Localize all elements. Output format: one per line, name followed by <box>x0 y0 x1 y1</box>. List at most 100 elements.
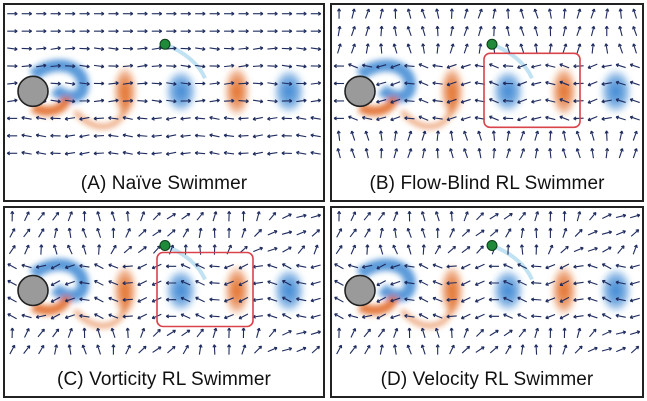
flow-arrow-head <box>128 245 133 250</box>
flow-arrow <box>337 148 341 159</box>
flow-arrow-head <box>231 81 235 86</box>
flow-arrow-head <box>115 98 119 103</box>
flow-arrow <box>151 117 162 120</box>
flow-arrow-head <box>337 25 342 30</box>
flow-arrow-head <box>531 314 535 319</box>
swimmer-dot <box>486 38 498 50</box>
flow-arrow <box>195 47 206 50</box>
flow-arrow <box>418 63 429 69</box>
flow-arrow-head <box>296 150 300 155</box>
flow-arrow-head <box>449 327 454 331</box>
flow-arrow <box>559 98 570 104</box>
flow-arrow <box>122 82 133 85</box>
flow-arrow <box>407 244 412 255</box>
flow-arrow <box>421 344 426 355</box>
flow-arrow-head <box>632 43 637 47</box>
flow-arrow <box>82 228 87 238</box>
flow-arrow-head <box>143 246 147 250</box>
flow-arrow-head <box>7 279 11 284</box>
flow-arrow <box>180 82 191 85</box>
flow-arrow-head <box>158 63 163 68</box>
flow-arrow-head <box>137 133 141 138</box>
flow-arrow-head <box>507 344 512 349</box>
flow-arrow <box>111 211 116 222</box>
flow-arrow-head <box>82 327 87 331</box>
flow-arrow-head <box>379 43 384 47</box>
flow-arrow-head <box>72 64 76 69</box>
flow-arrow-head <box>35 314 40 319</box>
panel-d: (D) Velocity RL Swimmer <box>330 206 644 398</box>
flow-arrow-head <box>101 11 105 16</box>
flow-arrow-head <box>393 130 398 134</box>
flow-arrow-head <box>288 230 293 235</box>
flow-arrow-head <box>492 25 497 30</box>
flow-arrow-head <box>338 245 343 249</box>
flow-arrow <box>475 313 485 319</box>
flow-arrow <box>436 43 439 54</box>
flow-arrow-head <box>180 134 184 139</box>
flow-arrow-head <box>629 98 634 102</box>
flow-arrow-head <box>494 345 499 350</box>
flow-arrow <box>122 265 133 268</box>
flow-arrow-head <box>460 315 465 320</box>
flow-arrow-head <box>579 345 583 350</box>
flow-arrow-head <box>317 64 322 69</box>
flow-arrow <box>476 212 484 221</box>
flow-arrow <box>350 244 356 255</box>
flow-arrow <box>23 228 31 238</box>
flow-arrow <box>418 263 429 270</box>
flow-arrow <box>478 26 482 37</box>
flow-arrow-head <box>6 116 11 121</box>
flow-arrow-head <box>108 263 112 268</box>
flow-arrow-head <box>28 63 32 68</box>
flow-arrow-head <box>288 81 293 86</box>
flow-arrow <box>65 82 76 85</box>
flow-arrow-head <box>575 148 580 152</box>
flow-arrow <box>436 8 440 19</box>
flow-arrow <box>7 99 18 103</box>
flow-arrow <box>310 297 321 302</box>
flow-arrow <box>238 134 249 137</box>
flow-arrow-head <box>608 230 613 235</box>
flow-arrow <box>281 82 292 85</box>
flow-arrow-head <box>365 244 370 248</box>
flow-arrow-head <box>110 327 115 332</box>
flow-arrow-head <box>252 134 257 139</box>
flow-arrow <box>7 82 18 85</box>
flow-arrow-head <box>505 43 510 47</box>
flow-arrow-head <box>521 130 526 135</box>
flow-arrow-head <box>420 25 425 30</box>
flow-arrow-head <box>108 296 112 301</box>
flow-arrow-head <box>302 230 307 234</box>
flow-arrow-head <box>361 264 366 269</box>
flow-arrow-head <box>407 327 412 331</box>
flow-arrow <box>619 8 622 19</box>
flow-arrow <box>435 211 440 222</box>
flow-arrow-head <box>69 327 73 332</box>
flow-arrow-head <box>406 244 411 248</box>
flow-arrow-head <box>466 345 471 350</box>
flow-arrow <box>559 63 570 69</box>
flow-arrow-head <box>378 244 383 248</box>
flow-arrow-head <box>10 327 15 331</box>
flow-arrow-head <box>11 344 16 349</box>
flow-arrow <box>166 213 176 220</box>
flow-arrow <box>629 264 640 269</box>
flow-field-b <box>333 8 640 159</box>
flow-arrow <box>311 345 320 354</box>
flow-arrow-head <box>517 313 521 317</box>
flow-arrow-head <box>463 148 467 152</box>
flow-arrow-head <box>301 245 306 249</box>
flow-arrow-head <box>86 98 90 103</box>
flow-arrow-head <box>562 327 567 331</box>
flow-arrow-head <box>273 346 278 351</box>
flow-arrow-head <box>548 344 553 348</box>
flow-arrow-head <box>274 29 278 34</box>
flow-arrow-head <box>64 265 69 270</box>
flow-arrow <box>50 280 61 286</box>
flow-arrow <box>380 130 383 141</box>
flow-arrow-head <box>594 346 598 351</box>
flow-arrow <box>310 281 321 285</box>
flow-arrow <box>602 330 612 336</box>
flow-arrow-head <box>223 133 228 138</box>
